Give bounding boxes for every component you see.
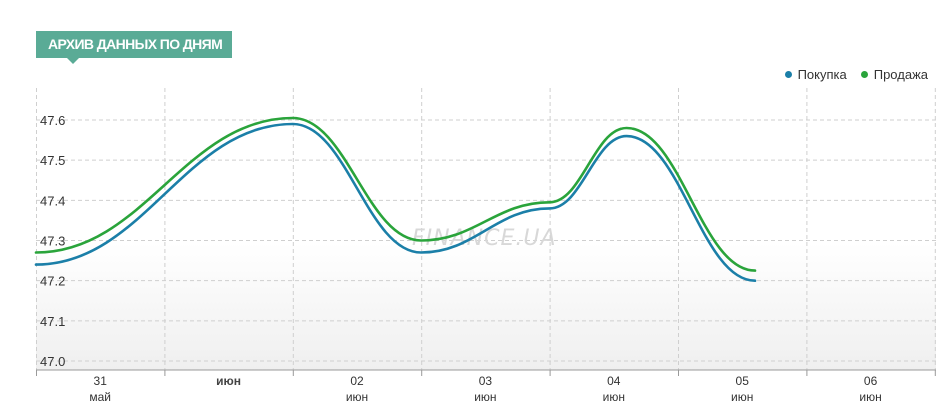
x-tick-month-label: июн	[603, 390, 625, 404]
x-tick-day-label: 04	[607, 374, 621, 388]
x-axis-labels: 31 май июн 02 июн 03 июн 04 июн 05 июн 06 июн	[89, 374, 881, 404]
x-tick-month-label: июн	[216, 374, 241, 388]
series-line-sell[interactable]	[34, 116, 757, 272]
legend-item-sell[interactable]: Продажа	[860, 67, 928, 82]
y-tick-label: 47.0	[40, 354, 65, 369]
title-notch	[67, 58, 79, 64]
x-tick-month-label: июн	[474, 390, 496, 404]
legend-item-buy[interactable]: Покупка	[784, 67, 847, 82]
chart-title-text: АРХИВ ДАННЫХ ПО ДНЯМ	[48, 36, 223, 52]
y-tick-label: 47.1	[40, 314, 65, 329]
x-tick-day-label: 06	[864, 374, 878, 388]
legend-label-buy: Покупка	[797, 67, 847, 82]
y-tick-label: 47.4	[40, 193, 65, 208]
x-tick-day-label: 02	[350, 374, 364, 388]
x-tick-month-label: май	[89, 390, 111, 404]
chart-title: АРХИВ ДАННЫХ ПО ДНЯМ	[36, 31, 232, 64]
x-tick-day-label: 03	[479, 374, 493, 388]
legend-dot-sell	[860, 71, 868, 78]
y-tick-label: 47.6	[40, 113, 65, 128]
chart-legend: Покупка Продажа	[771, 67, 928, 82]
legend-dot-buy	[784, 71, 792, 78]
y-tick-label: 47.3	[40, 234, 65, 249]
x-tick-month-label: июн	[731, 390, 753, 404]
series-group	[34, 116, 757, 282]
y-tick-label: 47.5	[40, 153, 65, 168]
legend-label-sell: Продажа	[873, 67, 928, 82]
series-line-buy[interactable]	[34, 122, 757, 282]
x-tick-marks	[36, 370, 936, 376]
x-grid	[36, 88, 936, 370]
y-tick-label: 47.2	[40, 274, 65, 289]
x-tick-month-label: июн	[859, 390, 881, 404]
x-tick-month-label: июн	[346, 390, 368, 404]
x-tick-day-label: 05	[736, 374, 750, 388]
y-axis-labels: 47.0 47.1 47.2 47.3 47.4 47.5 47.6	[40, 113, 65, 369]
x-tick-day-label: 31	[94, 374, 108, 388]
y-grid	[36, 119, 936, 362]
